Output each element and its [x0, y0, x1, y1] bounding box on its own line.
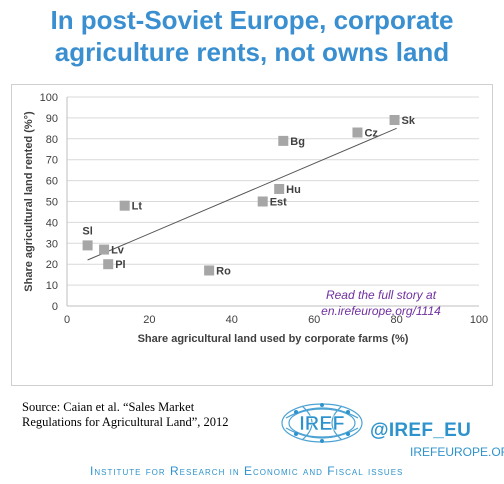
- data-point-pl: [103, 259, 114, 270]
- logo-text: IREF: [299, 413, 345, 435]
- y-tick-label: 60: [46, 176, 58, 188]
- x-axis-label: Share agricultural land used by corporat…: [138, 333, 409, 345]
- data-point-sk: [389, 114, 400, 125]
- x-tick-labels: 0 20 40 60 80 100: [64, 314, 488, 326]
- data-point-bg: [278, 135, 289, 146]
- y-tick-label: 20: [46, 259, 58, 271]
- y-tick-label: 90: [46, 113, 58, 125]
- point-label-lt: Lt: [132, 201, 143, 213]
- y-tick-label: 80: [46, 134, 58, 146]
- axes: [66, 97, 479, 307]
- point-label-bg: Bg: [290, 136, 305, 148]
- source-line-2: Regulations for Agricultural Land”, 2012: [22, 415, 229, 429]
- website-link[interactable]: IREFEUROPE.ORG: [410, 445, 504, 459]
- twitter-handle[interactable]: @IREF_EU: [370, 420, 472, 441]
- point-label-sk: Sk: [402, 115, 416, 127]
- x-tick-label: 40: [226, 314, 238, 326]
- y-tick-label: 50: [46, 197, 58, 209]
- x-tick-label: 80: [390, 314, 402, 326]
- data-point-est: [257, 196, 268, 207]
- point-label-pl: Pl: [115, 259, 125, 271]
- trendline: [87, 127, 397, 261]
- institute-name: Institute for Research in Economic and F…: [90, 464, 404, 478]
- title-line-1: In post-Soviet Europe, corporate: [50, 5, 454, 35]
- chart-title: In post-Soviet Europe, corporate agricul…: [0, 4, 504, 68]
- y-tick-label: 100: [40, 92, 58, 104]
- x-tick-label: 0: [64, 314, 70, 326]
- x-tick-label: 100: [470, 314, 488, 326]
- y-axis-label: Share agricultural land rented (%°): [23, 111, 35, 292]
- data-point-lv: [99, 244, 110, 255]
- title-line-2: agriculture rents, not owns land: [54, 37, 450, 67]
- source-note: Source: Caian et al. “Sales Market Regul…: [22, 400, 272, 430]
- point-label-cz: Cz: [364, 128, 378, 140]
- point-label-lv: Lv: [111, 245, 125, 257]
- y-tick-label: 70: [46, 155, 58, 167]
- data-point-sl: [82, 240, 93, 251]
- x-tick-label: 20: [143, 314, 155, 326]
- y-tick-label: 0: [52, 301, 58, 313]
- y-tick-label: 30: [46, 238, 58, 250]
- data-point-cz: [352, 127, 363, 138]
- iref-logo: IREF: [281, 403, 363, 443]
- point-label-hu: Hu: [286, 184, 301, 196]
- gridlines: [67, 96, 479, 286]
- annotation-line-2[interactable]: en.irefeurope.org/1114: [321, 304, 441, 318]
- y-tick-labels: 0 10 20 30 40 50 60 70 80 90 100: [40, 92, 58, 313]
- source-line-1: Source: Caian et al. “Sales Market: [22, 400, 195, 414]
- point-label-est: Est: [270, 197, 287, 209]
- data-point-lt: [119, 200, 130, 211]
- y-tick-label: 40: [46, 217, 58, 229]
- data-points: [82, 114, 400, 276]
- data-point-ro: [204, 265, 215, 276]
- chart-frame: 0 10 20 30 40 50 60 70 80 90 100 0 20 40 60 80 100 Sk Cz…: [11, 84, 493, 386]
- data-point-hu: [274, 183, 285, 194]
- scatter-chart: 0 10 20 30 40 50 60 70 80 90 100 0 20 40 60 80 100 Sk Cz…: [23, 92, 488, 345]
- annotation-line-1: Read the full story at: [326, 288, 437, 302]
- y-tick-label: 10: [46, 280, 58, 292]
- x-tick-label: 60: [308, 314, 320, 326]
- point-label-sl: Sl: [82, 225, 92, 237]
- point-label-ro: Ro: [216, 265, 231, 277]
